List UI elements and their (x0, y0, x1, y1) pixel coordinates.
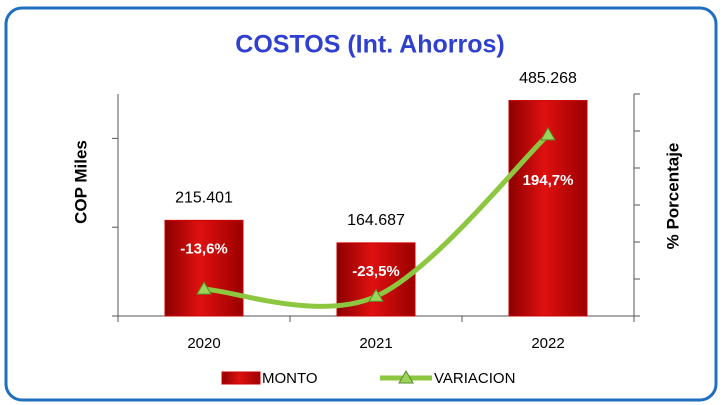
bar (164, 219, 244, 317)
x-tick-label: 2022 (531, 335, 564, 352)
y2-axis-label: % Porcentaje (663, 143, 682, 250)
line-marker (368, 288, 384, 302)
legend-marker (398, 370, 414, 384)
line-value-label: 194,7% (523, 172, 574, 189)
legend-label: VARIACION (434, 370, 515, 387)
bar-value-label: 164.687 (347, 212, 405, 229)
x-tick-label: 2020 (187, 335, 220, 352)
line-value-label: -23,5% (352, 263, 400, 280)
bar-value-label: 215.401 (175, 190, 233, 207)
chart-title: COSTOS (Int. Ahorros) (235, 31, 504, 59)
line-value-label: -13,6% (180, 240, 228, 257)
line-marker (196, 281, 212, 295)
line-marker (540, 126, 556, 141)
y-axis-label: COP Miles (71, 140, 90, 224)
legend-swatch (221, 371, 261, 385)
x-tick-label: 2021 (359, 335, 392, 352)
bar-value-label: 485.268 (519, 70, 577, 87)
legend-label: MONTO (262, 370, 318, 387)
